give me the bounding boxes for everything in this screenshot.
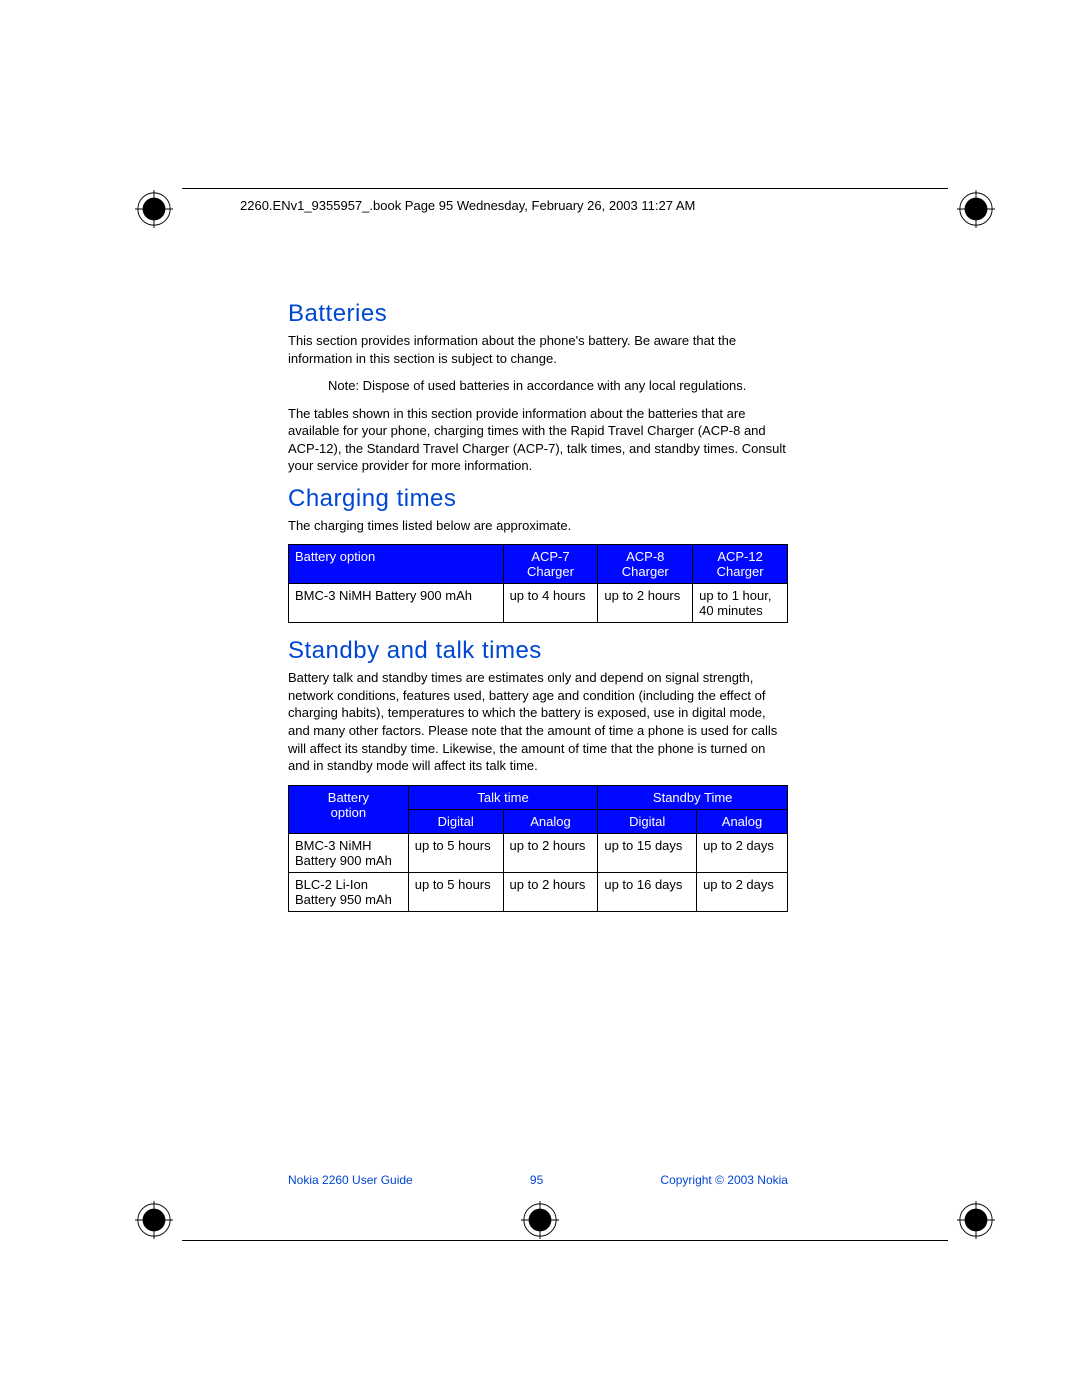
table-row: BLC-2 Li-Ion Battery 950 mAh up to 5 hou… [289, 872, 788, 911]
header-line1: ACP-12 [717, 549, 763, 564]
header-line2: Charger [622, 564, 669, 579]
charging-times-table: Battery option ACP-7 Charger ACP-8 Charg… [288, 544, 788, 623]
table-cell: up to 2 days [697, 833, 788, 872]
table-header: ACP-12 Charger [693, 545, 788, 584]
page-footer: Nokia 2260 User Guide 95 Copyright © 200… [288, 1173, 788, 1187]
table-cell: up to 1 hour, 40 minutes [693, 584, 788, 623]
table-cell: up to 5 hours [408, 833, 503, 872]
table-cell: up to 4 hours [503, 584, 598, 623]
header-line2: option [331, 805, 366, 820]
footer-left: Nokia 2260 User Guide [288, 1173, 413, 1187]
table-cell: up to 2 days [697, 872, 788, 911]
table-cell: up to 5 hours [408, 872, 503, 911]
registration-mark-icon [957, 1201, 995, 1239]
registration-mark-icon [135, 1201, 173, 1239]
heading-charging-times: Charging times [288, 485, 788, 513]
registration-mark-icon [957, 190, 995, 228]
paragraph: This section provides information about … [288, 332, 788, 367]
table-row: BMC-3 NiMH Battery 900 mAh up to 5 hours… [289, 833, 788, 872]
table-cell: up to 2 hours [503, 872, 598, 911]
paragraph: The tables shown in this section provide… [288, 405, 788, 475]
table-cell: up to 2 hours [503, 833, 598, 872]
footer-rule [182, 1240, 948, 1241]
table-row: BMC-3 NiMH Battery 900 mAh up to 4 hours… [289, 584, 788, 623]
header-line1: ACP-8 [626, 549, 664, 564]
content-area: Batteries This section provides informat… [288, 300, 788, 926]
header-line1: ACP-7 [531, 549, 569, 564]
table-cell: up to 16 days [598, 872, 697, 911]
header-line2: Charger [717, 564, 764, 579]
header-rule [182, 188, 948, 189]
table-subheader: Analog [697, 809, 788, 833]
table-header: Battery option [289, 785, 409, 833]
table-subheader: Digital [408, 809, 503, 833]
table-header: ACP-8 Charger [598, 545, 693, 584]
paragraph: Battery talk and standby times are estim… [288, 669, 788, 774]
header-line2: Charger [527, 564, 574, 579]
page: 2260.ENv1_9355957_.book Page 95 Wednesda… [0, 0, 1080, 1397]
registration-mark-icon [521, 1201, 559, 1239]
heading-batteries: Batteries [288, 300, 788, 328]
paragraph: The charging times listed below are appr… [288, 517, 788, 535]
heading-standby-talk: Standby and talk times [288, 637, 788, 665]
table-cell: BMC-3 NiMH Battery 900 mAh [289, 584, 504, 623]
table-subheader: Digital [598, 809, 697, 833]
footer-right: Copyright © 2003 Nokia [660, 1173, 788, 1187]
header-line1: Battery [328, 790, 369, 805]
table-subheader: Analog [503, 809, 598, 833]
registration-mark-icon [135, 190, 173, 228]
note-text: Note: Dispose of used batteries in accor… [288, 377, 788, 395]
table-header: Talk time [408, 785, 598, 809]
table-header: ACP-7 Charger [503, 545, 598, 584]
table-cell: BLC-2 Li-Ion Battery 950 mAh [289, 872, 409, 911]
table-header: Battery option [289, 545, 504, 584]
table-cell: up to 2 hours [598, 584, 693, 623]
table-cell: BMC-3 NiMH Battery 900 mAh [289, 833, 409, 872]
table-cell: up to 15 days [598, 833, 697, 872]
standby-talk-table: Battery option Talk time Standby Time Di… [288, 785, 788, 912]
page-number: 95 [530, 1173, 543, 1187]
table-header: Standby Time [598, 785, 788, 809]
crop-header-text: 2260.ENv1_9355957_.book Page 95 Wednesda… [240, 198, 695, 213]
